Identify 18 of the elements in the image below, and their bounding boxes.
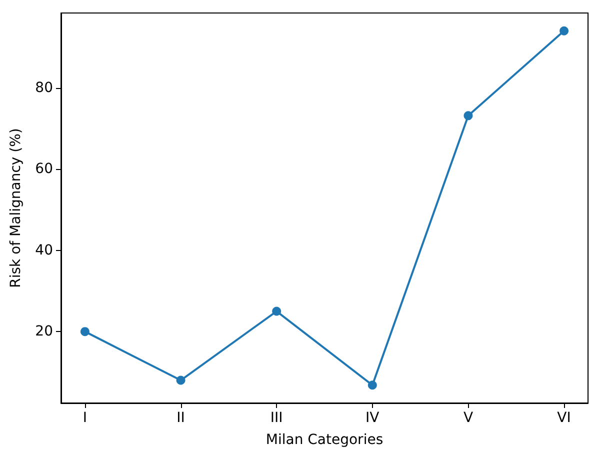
point	[176, 376, 186, 385]
point	[464, 111, 473, 120]
x-tick-label: V	[463, 410, 474, 426]
x-axis-title: Milan Categories	[266, 432, 384, 448]
point	[368, 380, 377, 390]
y-axis-title: Risk of Malignancy (%)	[8, 128, 24, 288]
y-tick-label: 60	[35, 161, 53, 178]
point	[560, 26, 569, 36]
x-tick-label: IV	[366, 410, 380, 426]
x-tick-label: III	[270, 410, 283, 426]
y-tick-label: 40	[35, 242, 53, 258]
point	[80, 327, 90, 336]
point	[272, 306, 282, 316]
x-tick-label: I	[82, 410, 88, 426]
y-tick-label: 80	[35, 80, 53, 96]
x-tick-label: II	[176, 410, 185, 426]
y-tick-label: 20	[35, 324, 53, 340]
x-tick-label: VI	[557, 410, 571, 426]
